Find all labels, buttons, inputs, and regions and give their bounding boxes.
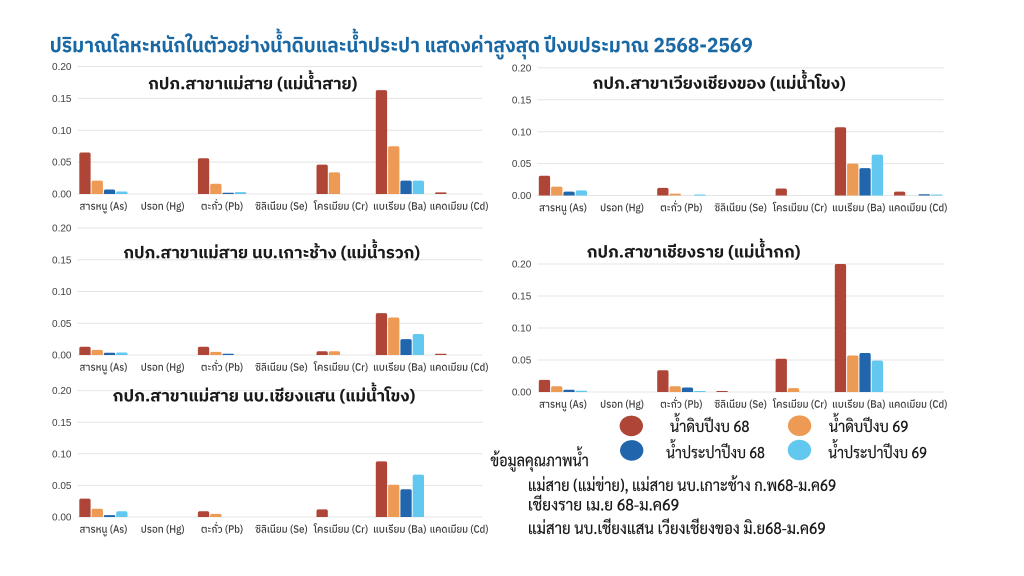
svg-text:0.20: 0.20	[52, 62, 72, 73]
svg-text:0.00: 0.00	[52, 190, 72, 201]
svg-text:0.05: 0.05	[512, 356, 532, 367]
svg-text:0.00: 0.00	[512, 191, 532, 202]
svg-text:0.15: 0.15	[512, 95, 532, 106]
svg-text:0.00: 0.00	[512, 388, 532, 399]
svg-text:0.05: 0.05	[52, 158, 72, 169]
svg-text:0.05: 0.05	[52, 481, 72, 492]
svg-text:0.20: 0.20	[512, 63, 532, 74]
svg-text:0.15: 0.15	[512, 292, 532, 303]
svg-text:0.00: 0.00	[52, 351, 72, 362]
svg-text:0.10: 0.10	[52, 449, 72, 460]
svg-text:0.00: 0.00	[52, 513, 72, 524]
svg-text:0.20: 0.20	[52, 386, 72, 397]
svg-text:0.05: 0.05	[52, 319, 72, 330]
svg-text:0.15: 0.15	[52, 255, 72, 266]
svg-text:0.15: 0.15	[52, 94, 72, 105]
svg-text:0.05: 0.05	[512, 159, 532, 170]
svg-text:0.10: 0.10	[512, 127, 532, 138]
svg-text:0.20: 0.20	[52, 224, 72, 235]
svg-text:0.10: 0.10	[52, 126, 72, 137]
svg-text:0.10: 0.10	[512, 324, 532, 335]
svg-text:0.10: 0.10	[52, 287, 72, 298]
svg-text:0.20: 0.20	[512, 260, 532, 271]
svg-text:0.15: 0.15	[52, 418, 72, 429]
